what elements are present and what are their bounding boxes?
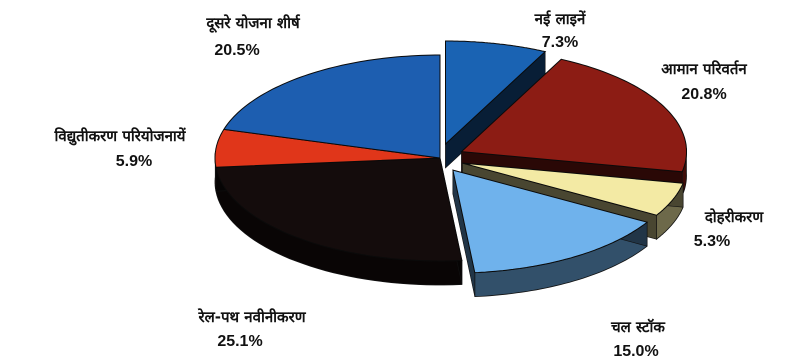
slice-value-5: 5.9% — [116, 153, 152, 170]
slice-label-6: दूसरे योजना शीर्ष — [205, 14, 301, 33]
slice-label-group-3: चल स्टॉक 15.0% — [610, 318, 666, 360]
slice-value-2: 5.3% — [694, 233, 730, 250]
slice-value-6: 20.5% — [214, 42, 259, 59]
slice-value-4: 25.1% — [217, 333, 262, 350]
slice-label-group-1: आमान परिवर्तन 20.8% — [661, 60, 747, 103]
slice-value-3: 15.0% — [613, 343, 658, 360]
slice-label-group-2: दोहरीकरण 5.3% — [694, 208, 765, 250]
slice-label-group-0: नई लाइनें 7.3% — [534, 10, 587, 51]
slice-label-group-4: रेल-पथ नवीनीकरण 25.1% — [197, 308, 306, 350]
slice-value-1: 20.8% — [681, 86, 726, 103]
slice-value-0: 7.3% — [542, 34, 578, 51]
slice-label-4: रेल-पथ नवीनीकरण — [197, 308, 306, 326]
slice-label-3: चल स्टॉक — [610, 318, 666, 336]
pie-slice-4 — [216, 158, 462, 261]
slice-label-group-5: विद्युतीकरण परियोजनायें 5.9% — [54, 127, 187, 170]
slice-label-2: दोहरीकरण — [704, 208, 764, 226]
slice-label-1: आमान परिवर्तन — [661, 60, 747, 78]
slice-label-5: विद्युतीकरण परियोजनायें — [54, 127, 187, 146]
slice-label-group-6: दूसरे योजना शीर्ष 20.5% — [205, 14, 301, 59]
slice-label-0: नई लाइनें — [534, 10, 587, 28]
